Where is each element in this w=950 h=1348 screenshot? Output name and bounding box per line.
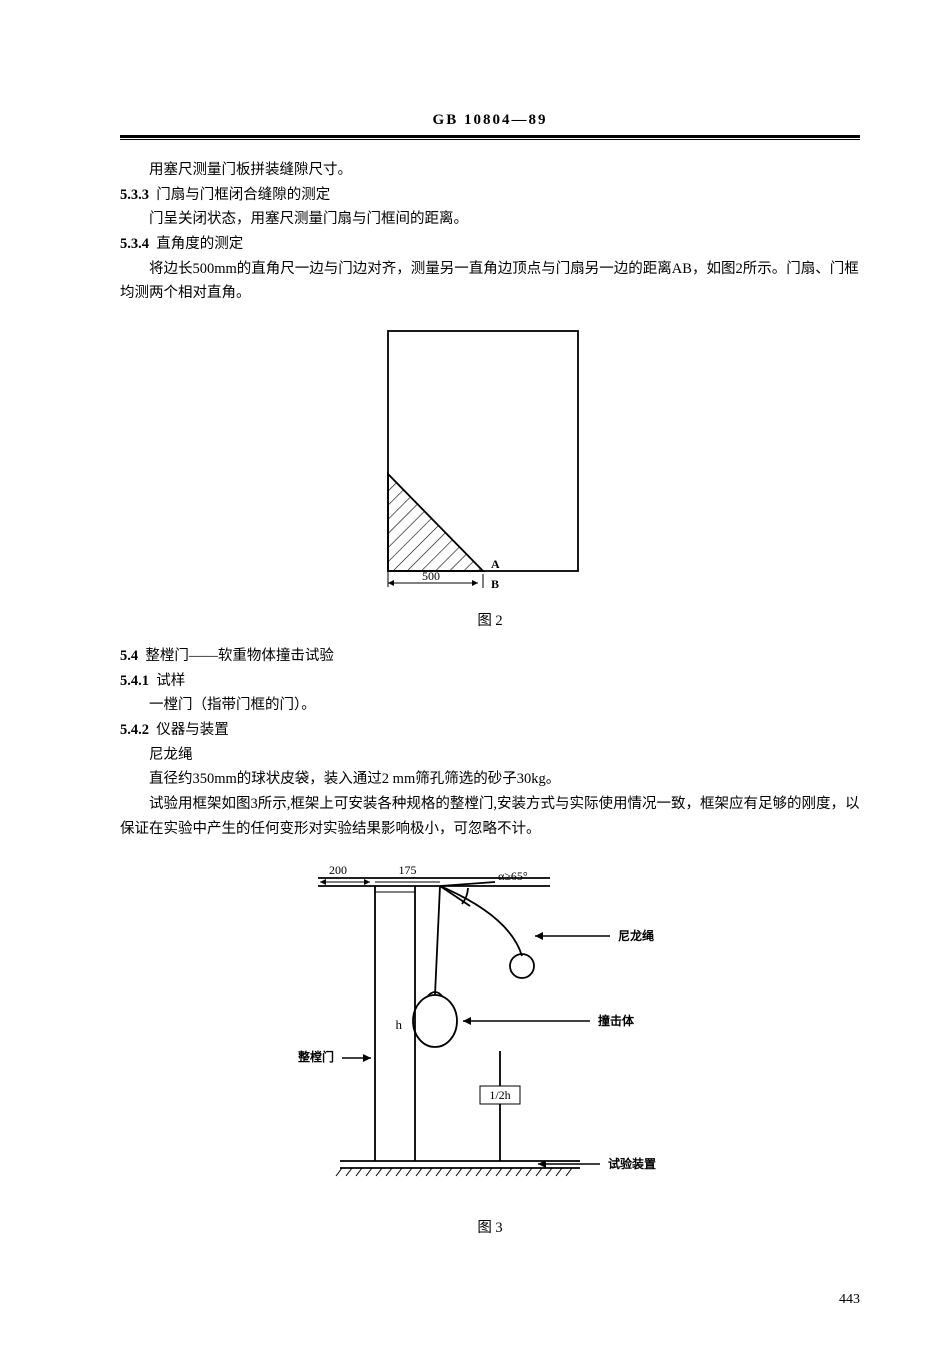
svg-text:试验装置: 试验装置	[608, 1156, 656, 1171]
section-5-3-4: 5.3.4 直角度的测定	[120, 232, 860, 257]
para-533: 门呈关闭状态，用塞尺测量门扇与门框间的距离。	[120, 207, 860, 232]
figure-2-svg: AB 500	[383, 326, 598, 595]
section-num: 5.4.2	[120, 722, 149, 738]
section-5-4-1: 5.4.1 试样	[120, 669, 860, 694]
figure-2-caption: 图 2	[120, 609, 860, 634]
document-page: GB 10804—89 用塞尺测量门板拼装缝隙尺寸。 5.3.3 门扇与门框闭合…	[0, 0, 950, 1291]
svg-text:α≥65°: α≥65°	[498, 869, 528, 883]
section-num: 5.4	[120, 648, 138, 664]
section-title: 直角度的测定	[156, 236, 243, 252]
para-541: 一樘门（指带门框的门）。	[120, 693, 860, 718]
figure-3: 200 175 α≥65° 尼龙绳撞击体整樘门 h 1/2h 试验装置 图 3	[120, 861, 860, 1240]
svg-text:h: h	[396, 1017, 403, 1032]
header-rule	[120, 135, 860, 140]
page-number: 443	[839, 1292, 860, 1308]
section-title: 整樘门——软重物体撞击试验	[145, 648, 334, 664]
body-text: 用塞尺测量门板拼装缝隙尺寸。 5.3.3 门扇与门框闭合缝隙的测定 门呈关闭状态…	[120, 158, 860, 1241]
section-num: 5.4.1	[120, 673, 149, 689]
para-542-3: 试验用框架如图3所示,框架上可安装各种规格的整樘门,安装方式与实际使用情况一致，…	[120, 792, 860, 841]
para-542-1: 尼龙绳	[120, 743, 860, 768]
section-5-3-3: 5.3.3 门扇与门框闭合缝隙的测定	[120, 183, 860, 208]
section-5-4: 5.4 整樘门——软重物体撞击试验	[120, 644, 860, 669]
svg-text:500: 500	[422, 569, 440, 583]
svg-text:尼龙绳: 尼龙绳	[618, 928, 654, 943]
section-5-4-2: 5.4.2 仪器与装置	[120, 718, 860, 743]
standard-code: GB 10804—89	[120, 112, 860, 129]
section-num: 5.3.3	[120, 187, 149, 203]
section-title: 试样	[156, 673, 185, 689]
para-534: 将边长500mm的直角尺一边与门边对齐，测量另一直角边顶点与门扇另一边的距离AB…	[120, 257, 860, 306]
svg-text:整樘门: 整樘门	[297, 1049, 334, 1064]
section-num: 5.3.4	[120, 236, 149, 252]
svg-text:1/2h: 1/2h	[489, 1088, 510, 1102]
figure-2: AB 500 图 2	[120, 326, 860, 634]
figure-3-caption: 图 3	[120, 1216, 860, 1241]
section-title: 门扇与门框闭合缝隙的测定	[156, 187, 330, 203]
para-intro: 用塞尺测量门板拼装缝隙尺寸。	[120, 158, 860, 183]
figure-3-svg: 200 175 α≥65° 尼龙绳撞击体整樘门 h 1/2h 试验装置	[280, 861, 700, 1201]
svg-text:175: 175	[399, 863, 417, 877]
svg-text:A: A	[491, 557, 500, 571]
svg-text:200: 200	[329, 863, 347, 877]
svg-text:撞击体: 撞击体	[598, 1013, 635, 1028]
section-title: 仪器与装置	[156, 722, 229, 738]
para-542-2: 直径约350mm的球状皮袋，装入通过2 mm筛孔筛选的砂子30kg。	[120, 767, 860, 792]
svg-text:B: B	[491, 577, 499, 591]
